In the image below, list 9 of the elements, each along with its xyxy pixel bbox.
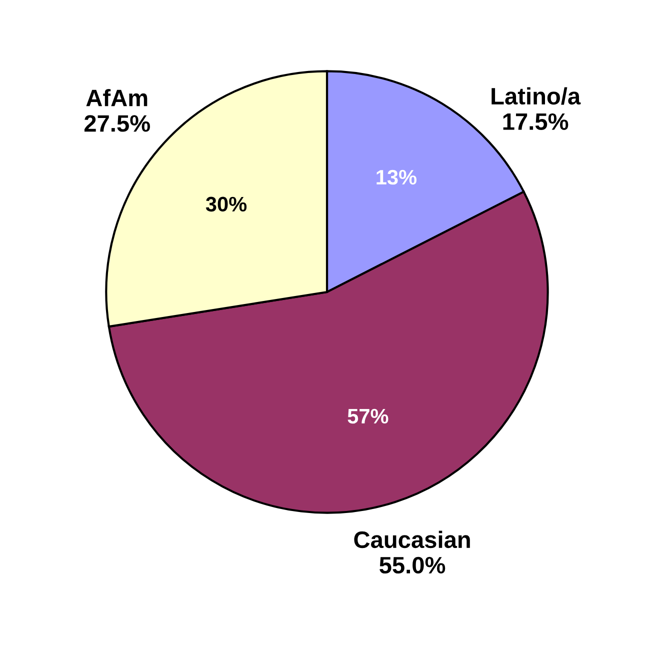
text: 30% <box>206 196 247 212</box>
slice-label: AfAm <box>86 89 148 106</box>
text: 13% <box>376 170 417 185</box>
slice-label: Caucasian <box>354 530 470 548</box>
data-label: 55.0% <box>380 556 446 574</box>
data-label: 17.5% <box>503 113 568 130</box>
slice-label: Latino/a <box>492 87 581 105</box>
data-label: 27.5% <box>84 115 150 132</box>
text: 57% <box>348 408 388 424</box>
